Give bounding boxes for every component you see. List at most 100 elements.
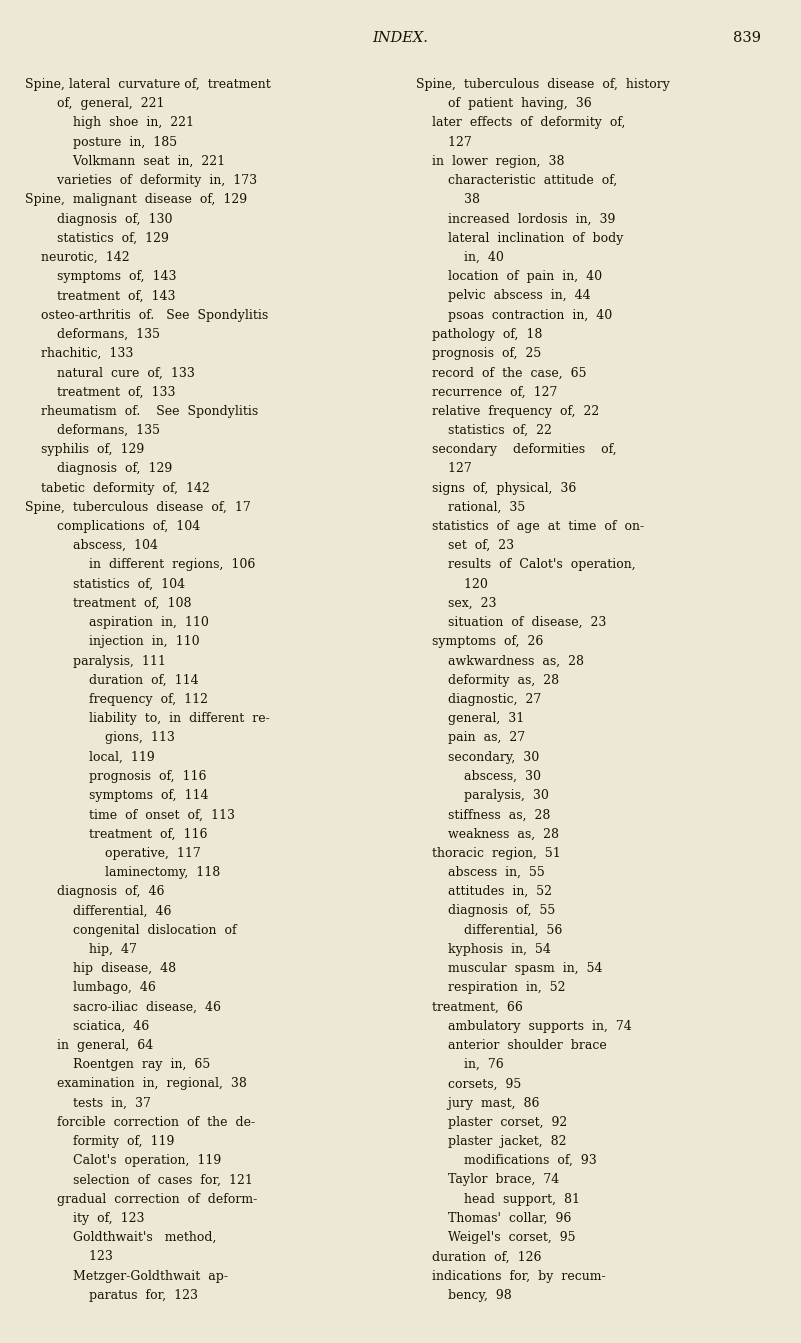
Text: laminectomy,  118: laminectomy, 118 bbox=[25, 866, 220, 878]
Text: jury  mast,  86: jury mast, 86 bbox=[416, 1097, 539, 1109]
Text: treatment  of,  108: treatment of, 108 bbox=[25, 596, 191, 610]
Text: signs  of,  physical,  36: signs of, physical, 36 bbox=[416, 482, 576, 494]
Text: in,  40: in, 40 bbox=[416, 251, 503, 265]
Text: of,  general,  221: of, general, 221 bbox=[25, 97, 164, 110]
Text: corsets,  95: corsets, 95 bbox=[416, 1077, 521, 1091]
Text: 38: 38 bbox=[416, 193, 480, 207]
Text: symptoms  of,  26: symptoms of, 26 bbox=[416, 635, 543, 649]
Text: examination  in,  regional,  38: examination in, regional, 38 bbox=[25, 1077, 247, 1091]
Text: abscess  in,  55: abscess in, 55 bbox=[416, 866, 544, 878]
Text: rheumatism  of.    See  Spondylitis: rheumatism of. See Spondylitis bbox=[25, 404, 258, 418]
Text: Spine,  malignant  disease  of,  129: Spine, malignant disease of, 129 bbox=[25, 193, 248, 207]
Text: 123: 123 bbox=[25, 1250, 113, 1264]
Text: congenital  dislocation  of: congenital dislocation of bbox=[25, 924, 236, 936]
Text: set  of,  23: set of, 23 bbox=[416, 540, 513, 552]
Text: in,  76: in, 76 bbox=[416, 1058, 503, 1072]
Text: 127: 127 bbox=[416, 136, 471, 149]
Text: symptoms  of,  114: symptoms of, 114 bbox=[25, 790, 208, 802]
Text: tests  in,  37: tests in, 37 bbox=[25, 1097, 151, 1109]
Text: awkwardness  as,  28: awkwardness as, 28 bbox=[416, 654, 583, 667]
Text: secondary    deformities    of,: secondary deformities of, bbox=[416, 443, 616, 457]
Text: diagnosis  of,  130: diagnosis of, 130 bbox=[25, 212, 172, 226]
Text: gions,  113: gions, 113 bbox=[25, 732, 175, 744]
Text: high  shoe  in,  221: high shoe in, 221 bbox=[25, 117, 194, 129]
Text: anterior  shoulder  brace: anterior shoulder brace bbox=[416, 1039, 606, 1052]
Text: Thomas'  collar,  96: Thomas' collar, 96 bbox=[416, 1211, 571, 1225]
Text: plaster  corset,  92: plaster corset, 92 bbox=[416, 1116, 567, 1129]
Text: pelvic  abscess  in,  44: pelvic abscess in, 44 bbox=[416, 289, 590, 302]
Text: formity  of,  119: formity of, 119 bbox=[25, 1135, 175, 1148]
Text: gradual  correction  of  deform-: gradual correction of deform- bbox=[25, 1193, 257, 1206]
Text: modifications  of,  93: modifications of, 93 bbox=[416, 1154, 596, 1167]
Text: increased  lordosis  in,  39: increased lordosis in, 39 bbox=[416, 212, 615, 226]
Text: in  different  regions,  106: in different regions, 106 bbox=[25, 559, 256, 572]
Text: Calot's  operation,  119: Calot's operation, 119 bbox=[25, 1154, 221, 1167]
Text: varieties  of  deformity  in,  173: varieties of deformity in, 173 bbox=[25, 175, 257, 187]
Text: Metzger-Goldthwait  ap-: Metzger-Goldthwait ap- bbox=[25, 1269, 228, 1283]
Text: recurrence  of,  127: recurrence of, 127 bbox=[416, 385, 557, 399]
Text: sacro-iliac  disease,  46: sacro-iliac disease, 46 bbox=[25, 1001, 221, 1014]
Text: aspiration  in,  110: aspiration in, 110 bbox=[25, 616, 209, 629]
Text: treatment  of,  143: treatment of, 143 bbox=[25, 289, 175, 302]
Text: osteo-arthritis  of.   See  Spondylitis: osteo-arthritis of. See Spondylitis bbox=[25, 309, 268, 321]
Text: pain  as,  27: pain as, 27 bbox=[416, 732, 525, 744]
Text: ity  of,  123: ity of, 123 bbox=[25, 1211, 144, 1225]
Text: psoas  contraction  in,  40: psoas contraction in, 40 bbox=[416, 309, 612, 321]
Text: diagnosis  of,  55: diagnosis of, 55 bbox=[416, 904, 555, 917]
Text: Spine, lateral  curvature of,  treatment: Spine, lateral curvature of, treatment bbox=[25, 78, 271, 91]
Text: Taylor  brace,  74: Taylor brace, 74 bbox=[416, 1174, 559, 1186]
Text: situation  of  disease,  23: situation of disease, 23 bbox=[416, 616, 606, 629]
Text: paratus  for,  123: paratus for, 123 bbox=[25, 1289, 198, 1301]
Text: head  support,  81: head support, 81 bbox=[416, 1193, 579, 1206]
Text: respiration  in,  52: respiration in, 52 bbox=[416, 982, 565, 994]
Text: rational,  35: rational, 35 bbox=[416, 501, 525, 514]
Text: Spine,  tuberculous  disease  of,  17: Spine, tuberculous disease of, 17 bbox=[25, 501, 251, 514]
Text: syphilis  of,  129: syphilis of, 129 bbox=[25, 443, 144, 457]
Text: thoracic  region,  51: thoracic region, 51 bbox=[416, 846, 560, 860]
Text: statistics  of,  129: statistics of, 129 bbox=[25, 232, 169, 244]
Text: in  general,  64: in general, 64 bbox=[25, 1039, 153, 1052]
Text: weakness  as,  28: weakness as, 28 bbox=[416, 827, 558, 841]
Text: hip  disease,  48: hip disease, 48 bbox=[25, 962, 176, 975]
Text: paralysis,  30: paralysis, 30 bbox=[416, 790, 549, 802]
Text: symptoms  of,  143: symptoms of, 143 bbox=[25, 270, 176, 283]
Text: treatment  of,  116: treatment of, 116 bbox=[25, 827, 207, 841]
Text: location  of  pain  in,  40: location of pain in, 40 bbox=[416, 270, 602, 283]
Text: statistics  of,  22: statistics of, 22 bbox=[416, 424, 551, 436]
Text: deformans,  135: deformans, 135 bbox=[25, 328, 160, 341]
Text: Goldthwait's   method,: Goldthwait's method, bbox=[25, 1232, 216, 1244]
Text: abscess,  30: abscess, 30 bbox=[416, 770, 541, 783]
Text: differential,  56: differential, 56 bbox=[416, 924, 562, 936]
Text: operative,  117: operative, 117 bbox=[25, 846, 201, 860]
Text: stiffness  as,  28: stiffness as, 28 bbox=[416, 808, 549, 822]
Text: rhachitic,  133: rhachitic, 133 bbox=[25, 346, 134, 360]
Text: prognosis  of,  25: prognosis of, 25 bbox=[416, 346, 541, 360]
Text: sex,  23: sex, 23 bbox=[416, 596, 496, 610]
Text: forcible  correction  of  the  de-: forcible correction of the de- bbox=[25, 1116, 256, 1129]
Text: 839: 839 bbox=[733, 31, 761, 46]
Text: indications  for,  by  recum-: indications for, by recum- bbox=[416, 1269, 605, 1283]
Text: later  effects  of  deformity  of,: later effects of deformity of, bbox=[416, 117, 625, 129]
Text: prognosis  of,  116: prognosis of, 116 bbox=[25, 770, 207, 783]
Text: pathology  of,  18: pathology of, 18 bbox=[416, 328, 541, 341]
Text: selection  of  cases  for,  121: selection of cases for, 121 bbox=[25, 1174, 253, 1186]
Text: diagnosis  of,  46: diagnosis of, 46 bbox=[25, 885, 164, 898]
Text: time  of  onset  of,  113: time of onset of, 113 bbox=[25, 808, 235, 822]
Text: natural  cure  of,  133: natural cure of, 133 bbox=[25, 367, 195, 379]
Text: ambulatory  supports  in,  74: ambulatory supports in, 74 bbox=[416, 1019, 631, 1033]
Text: attitudes  in,  52: attitudes in, 52 bbox=[416, 885, 552, 898]
Text: Volkmann  seat  in,  221: Volkmann seat in, 221 bbox=[25, 154, 225, 168]
Text: in  lower  region,  38: in lower region, 38 bbox=[416, 154, 564, 168]
Text: INDEX.: INDEX. bbox=[372, 31, 429, 46]
Text: lateral  inclination  of  body: lateral inclination of body bbox=[416, 232, 623, 244]
Text: of  patient  having,  36: of patient having, 36 bbox=[416, 97, 591, 110]
Text: kyphosis  in,  54: kyphosis in, 54 bbox=[416, 943, 550, 956]
Text: relative  frequency  of,  22: relative frequency of, 22 bbox=[416, 404, 599, 418]
Text: neurotic,  142: neurotic, 142 bbox=[25, 251, 130, 265]
Text: local,  119: local, 119 bbox=[25, 751, 155, 764]
Text: abscess,  104: abscess, 104 bbox=[25, 540, 158, 552]
Text: plaster  jacket,  82: plaster jacket, 82 bbox=[416, 1135, 566, 1148]
Text: general,  31: general, 31 bbox=[416, 712, 524, 725]
Text: treatment  of,  133: treatment of, 133 bbox=[25, 385, 175, 399]
Text: characteristic  attitude  of,: characteristic attitude of, bbox=[416, 175, 617, 187]
